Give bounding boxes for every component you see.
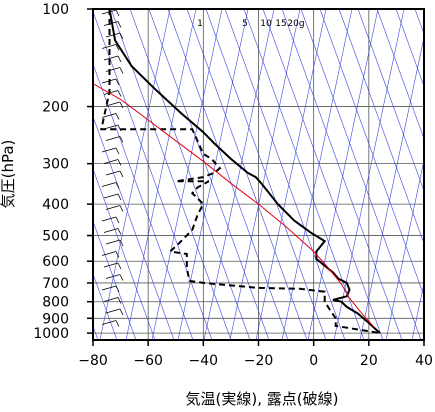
wind-barb-3 bbox=[101, 44, 120, 51]
adiabat-line-16 bbox=[243, 9, 365, 340]
wind-barb-19 bbox=[103, 228, 122, 235]
wind-barb-1 bbox=[103, 21, 122, 28]
wind-barb-23 bbox=[105, 274, 124, 281]
series-line-1 bbox=[100, 9, 381, 335]
y-axis-title: 気圧(hPa) bbox=[0, 140, 17, 209]
adiabat-line-6 bbox=[93, 115, 175, 340]
wind-barb-24 bbox=[101, 285, 120, 293]
y-tick-label-4: 500 bbox=[42, 229, 69, 245]
wind-barb-9 bbox=[101, 113, 120, 120]
x-tick-label-0: −80 bbox=[78, 353, 108, 369]
isotherm-line-5 bbox=[229, 9, 301, 340]
y-tick-label-8: 900 bbox=[42, 311, 69, 327]
adiabat-line-17 bbox=[262, 9, 384, 340]
adiabat-line-14 bbox=[205, 9, 327, 340]
adiabat-line-12 bbox=[167, 9, 289, 340]
wind-barb-21 bbox=[101, 251, 120, 258]
wind-barb-17 bbox=[105, 205, 124, 212]
adiabat-line-18 bbox=[281, 9, 403, 340]
adiabat-line-21 bbox=[338, 9, 424, 245]
adiabat-line-5 bbox=[93, 168, 156, 340]
adiabat-line-23 bbox=[376, 9, 424, 140]
wind-barb-13 bbox=[103, 159, 122, 166]
x-tick-label-3: −20 bbox=[244, 353, 274, 369]
x-tick-label-4: 0 bbox=[309, 353, 318, 369]
adiabat-line-19 bbox=[300, 9, 422, 340]
adiabat-line-13 bbox=[186, 9, 308, 340]
y-tick-label-0: 100 bbox=[42, 2, 69, 18]
wind-barb-26 bbox=[105, 308, 124, 316]
wind-barb-4 bbox=[103, 55, 122, 63]
adiabat-line-3 bbox=[93, 272, 118, 340]
mixing-ratio-label-0: 1 bbox=[197, 19, 203, 29]
isotherm-line-10 bbox=[359, 35, 424, 340]
adiabat-line-7 bbox=[93, 63, 194, 340]
x-axis-title: 気温(実線), 露点(破線) bbox=[186, 390, 339, 408]
y-tick-label-5: 600 bbox=[42, 254, 69, 270]
wind-barb-20 bbox=[105, 239, 124, 247]
mixing-ratio-label-3: 15 bbox=[275, 19, 286, 29]
adiabat-line-20 bbox=[319, 9, 424, 297]
mixing-ratio-label-1: 5 bbox=[242, 19, 248, 29]
wind-barb-15 bbox=[101, 182, 120, 189]
wind-barb-27 bbox=[101, 320, 120, 327]
isotherm-line-2 bbox=[151, 9, 223, 340]
mixing-ratio-labels: 1 5 10 15 20g bbox=[197, 19, 304, 29]
adiabat-line-4 bbox=[93, 220, 137, 340]
mixing-ratio-label-4: 20g bbox=[287, 19, 304, 29]
wind-barb-2 bbox=[105, 32, 124, 40]
adiabat-line-24 bbox=[395, 9, 424, 88]
grid bbox=[92, 8, 425, 340]
mixing-ratio-label-2: 10 bbox=[260, 19, 272, 29]
y-tick-label-9: 1000 bbox=[33, 326, 69, 342]
isotherm-line-8 bbox=[307, 9, 379, 340]
x-tick-label-6: 40 bbox=[415, 353, 433, 369]
wind-barb-22 bbox=[103, 262, 122, 270]
isotherm-line-0 bbox=[99, 9, 171, 340]
y-tick-label-3: 400 bbox=[42, 197, 69, 213]
wind-barb-11 bbox=[105, 136, 124, 143]
adiabat-line-22 bbox=[357, 9, 424, 192]
isotherm-line-7 bbox=[281, 9, 353, 340]
series-line-2 bbox=[93, 83, 375, 328]
wind-barb-5 bbox=[105, 67, 124, 74]
adiabat-line-15 bbox=[224, 9, 346, 340]
wind-barb-14 bbox=[105, 170, 124, 178]
x-tick-label-2: −40 bbox=[189, 353, 219, 369]
wind-barb-18 bbox=[101, 216, 120, 224]
isotherm-line-1 bbox=[125, 9, 197, 340]
y-tick-label-7: 800 bbox=[42, 295, 69, 311]
isotherm-line-6 bbox=[255, 9, 327, 340]
wind-barb-8 bbox=[105, 101, 124, 109]
y-tick-label-2: 300 bbox=[42, 157, 69, 173]
y-tick-label-1: 200 bbox=[42, 100, 69, 116]
profile-lines bbox=[93, 9, 381, 335]
x-tick-label-5: 20 bbox=[360, 353, 378, 369]
series-line-0 bbox=[108, 9, 381, 334]
isotherm-line-4 bbox=[203, 9, 275, 340]
adiabat-line-8 bbox=[93, 10, 213, 340]
wind-barbs bbox=[101, 9, 124, 327]
wind-barb-16 bbox=[103, 193, 122, 201]
wind-barb-12 bbox=[101, 147, 120, 155]
isotherm-line-3 bbox=[177, 9, 249, 340]
isotherm-line-11 bbox=[385, 158, 424, 340]
isotherm-line-9 bbox=[333, 9, 405, 340]
wind-barb-7 bbox=[103, 90, 122, 97]
x-ticks: −80 −60 −40 −20 0 20 40 bbox=[78, 340, 433, 369]
x-tick-label-1: −60 bbox=[133, 353, 163, 369]
wind-barb-25 bbox=[103, 297, 122, 304]
y-tick-label-6: 700 bbox=[42, 276, 69, 292]
